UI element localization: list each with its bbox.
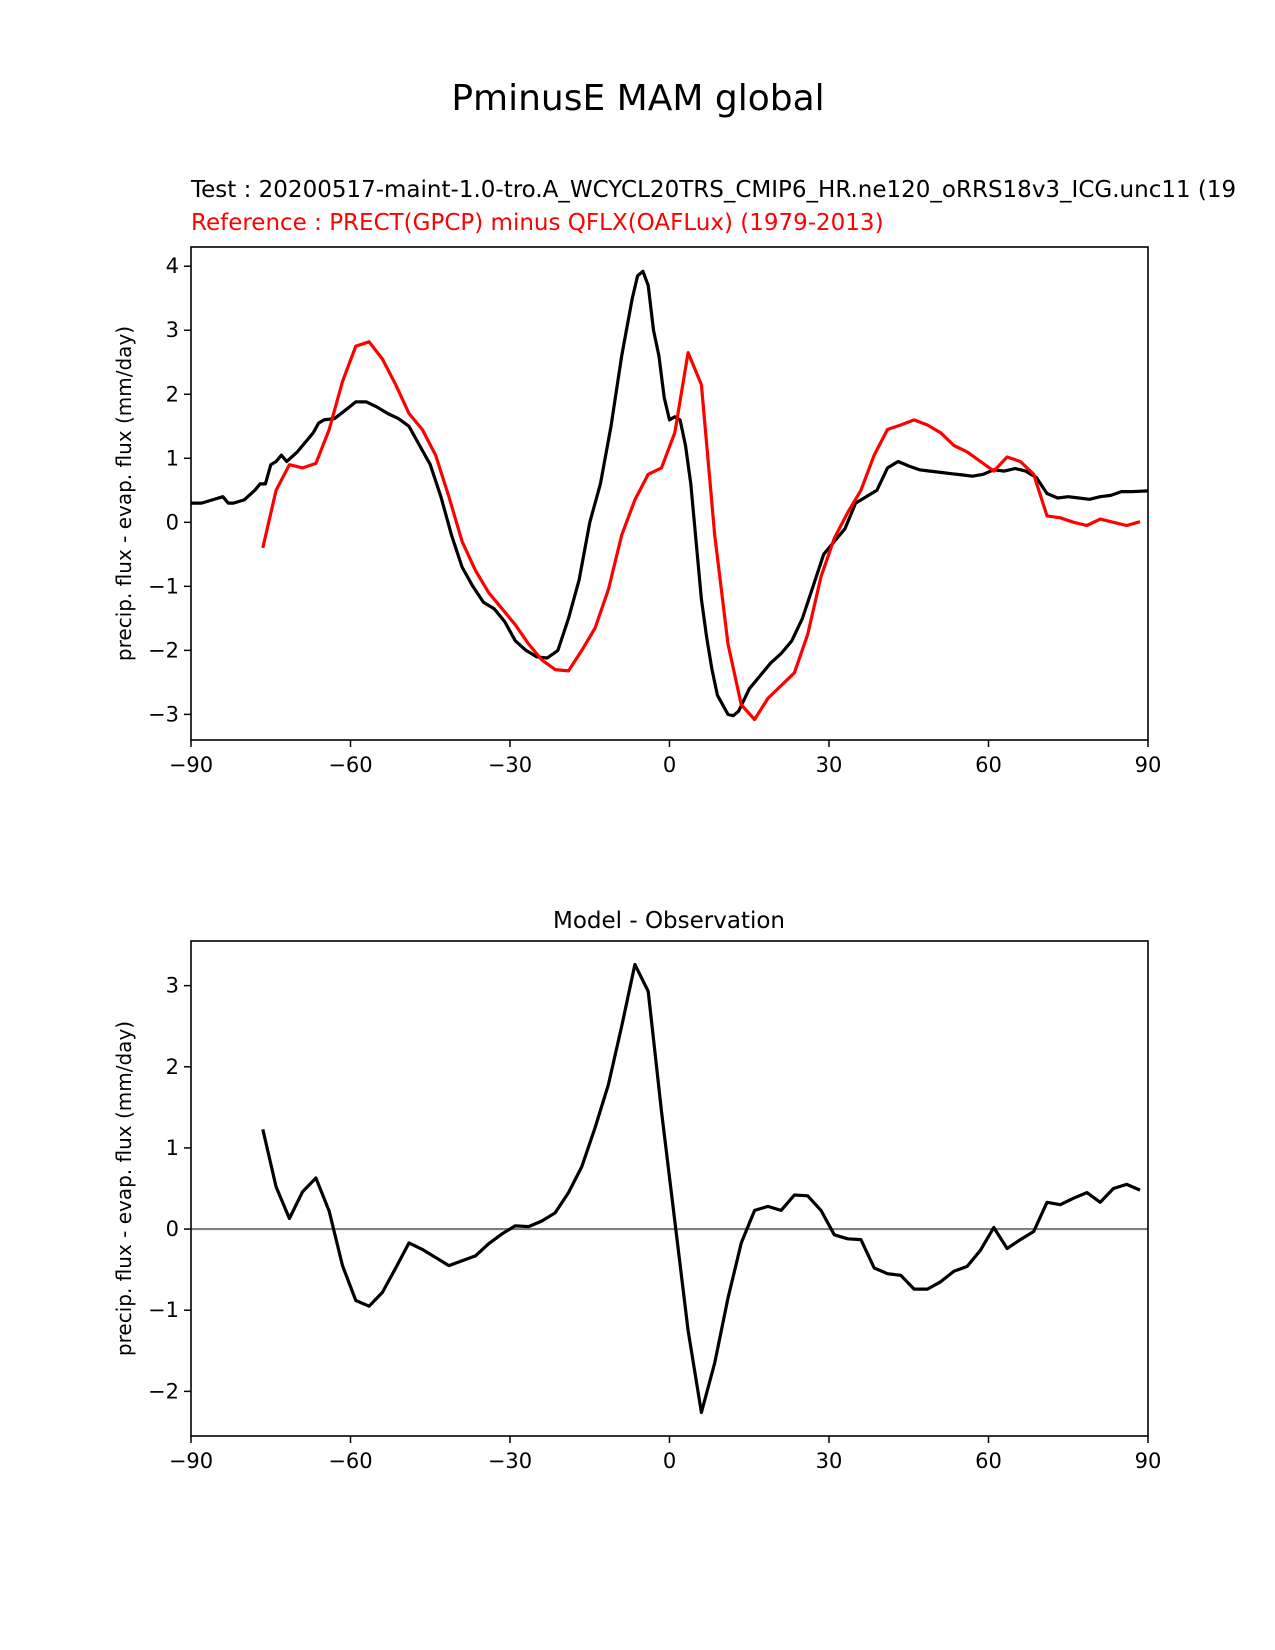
diff-series-model-observation	[261, 962, 1141, 1415]
diff-xtick-label: −60	[328, 1449, 372, 1473]
diff-ytick-label: 1	[166, 1136, 179, 1160]
top-ytick-label: 3	[166, 318, 179, 342]
top-ytick-label: 0	[166, 510, 179, 534]
top-ytick-label: 2	[166, 382, 179, 406]
top-xtick-label: −30	[488, 753, 532, 777]
top-ytick-label: 4	[166, 254, 179, 278]
diff-xtick-label: 90	[1135, 1449, 1162, 1473]
top-ytick-label: −1	[148, 574, 179, 598]
top-panel: −90 −60 −30 0 30 60 90 −3 −2 −1 0 1 2 3 4 precip. flux …	[112, 246, 1162, 777]
top-xtick-label: 0	[663, 753, 676, 777]
diff-ytick-label: −2	[148, 1379, 179, 1403]
difference-panel-title: Model - Observation	[553, 908, 785, 934]
top-ylabel: precip. flux - evap. flux (mm/day)	[112, 326, 136, 661]
top-ytick-label: −3	[148, 702, 179, 726]
top-ytick-label: 1	[166, 446, 179, 470]
top-series-reference	[261, 340, 1141, 722]
difference-panel: −90 −60 −30 0 30 60 90 −2 −1 0 1 2 3 precip. flux - e…	[112, 940, 1162, 1473]
top-xtick-label: 30	[816, 753, 843, 777]
top-series-test	[191, 269, 1148, 718]
figure-title: PminusE MAM global	[451, 78, 824, 119]
top-xtick-label: −60	[328, 753, 372, 777]
reference-label: Reference : PRECT(GPCP) minus QFLX(OAFLu…	[191, 210, 884, 236]
diff-ytick-label: 0	[166, 1217, 179, 1241]
top-xtick-label: −90	[169, 753, 213, 777]
diff-ytick-label: 3	[166, 974, 179, 998]
diff-ylabel: precip. flux - evap. flux (mm/day)	[112, 1021, 136, 1356]
diff-xtick-label: −30	[488, 1449, 532, 1473]
top-ytick-label: −2	[148, 638, 179, 662]
diff-xtick-label: 30	[816, 1449, 843, 1473]
diff-xtick-label: 60	[975, 1449, 1002, 1473]
diff-ytick-label: 2	[166, 1055, 179, 1079]
top-xtick-label: 90	[1135, 753, 1162, 777]
test-label: Test : 20200517-maint-1.0-tro.A_WCYCL20T…	[190, 177, 1236, 203]
diff-xtick-label: −90	[169, 1449, 213, 1473]
diff-xtick-label: 0	[663, 1449, 676, 1473]
diff-ytick-label: −1	[148, 1298, 179, 1322]
top-xtick-label: 60	[975, 753, 1002, 777]
